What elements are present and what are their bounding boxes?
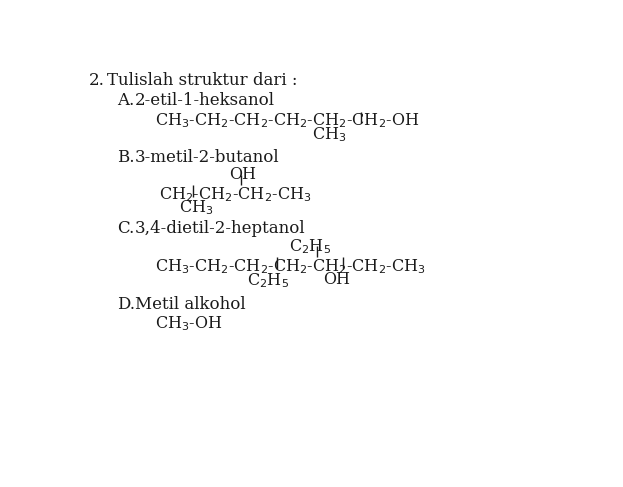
Text: C$_2$H$_5$: C$_2$H$_5$: [288, 237, 331, 256]
Text: 3-metil-2-butanol: 3-metil-2-butanol: [135, 150, 280, 166]
Text: A.: A.: [117, 93, 134, 109]
Text: CH$_3$-OH: CH$_3$-OH: [155, 314, 223, 333]
Text: CH$_3$-CH$_2$-CH$_2$-CH$_2$-CH$_2$-CH$_2$-OH: CH$_3$-CH$_2$-CH$_2$-CH$_2$-CH$_2$-CH$_2…: [155, 111, 420, 130]
Text: CH$_3$: CH$_3$: [312, 126, 346, 144]
Text: D.: D.: [117, 296, 135, 313]
Text: Tulislah struktur dari :: Tulislah struktur dari :: [107, 72, 298, 89]
Text: C.: C.: [117, 220, 134, 237]
Text: CH$_3$: CH$_3$: [179, 199, 213, 217]
Text: B.: B.: [117, 150, 134, 166]
Text: C$_2$H$_5$: C$_2$H$_5$: [247, 271, 289, 290]
Text: Metil alkohol: Metil alkohol: [135, 296, 246, 313]
Text: OH: OH: [323, 271, 350, 288]
Text: OH: OH: [229, 166, 256, 183]
Text: CH$_2$-CH$_2$-CH$_2$-CH$_3$: CH$_2$-CH$_2$-CH$_2$-CH$_3$: [159, 186, 312, 204]
Text: CH$_3$-CH$_2$-CH$_2$-CH$_2$-CH$_2$-CH$_2$-CH$_3$: CH$_3$-CH$_2$-CH$_2$-CH$_2$-CH$_2$-CH$_2…: [155, 257, 426, 276]
Text: 2-etil-1-heksanol: 2-etil-1-heksanol: [135, 93, 275, 109]
Text: 2.: 2.: [88, 72, 105, 89]
Text: 3,4-dietil-2-heptanol: 3,4-dietil-2-heptanol: [135, 220, 306, 237]
